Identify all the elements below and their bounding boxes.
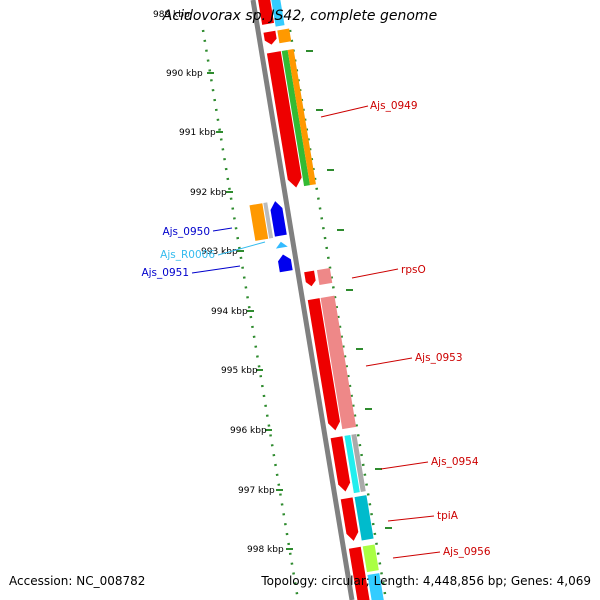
leader-line bbox=[351, 268, 399, 279]
leader-line bbox=[387, 515, 435, 522]
gene-feature-ajs-0954-cog bbox=[351, 433, 366, 492]
tick-label: 997 kbp bbox=[238, 486, 275, 496]
genome-backbone bbox=[250, 0, 355, 600]
gene-label-ajs-r0006[interactable]: Ajs_R0006 bbox=[160, 249, 215, 261]
gene-feature-ajs-0949-cog bbox=[281, 50, 311, 187]
leader-line bbox=[191, 265, 241, 274]
gene-feature bbox=[277, 28, 292, 44]
label-leaders bbox=[191, 105, 441, 559]
gene-feature-ajs-0950 bbox=[270, 201, 287, 237]
gene-feature bbox=[263, 30, 277, 45]
tick-label: 995 kbp bbox=[221, 366, 258, 376]
gene-feature bbox=[270, 0, 285, 27]
genome-summary-text: Topology: circular; Length: 4,448,856 bp… bbox=[261, 574, 591, 588]
tick-guide-right bbox=[288, 29, 388, 600]
tick-label: 990 kbp bbox=[166, 69, 203, 79]
gene-label-ajs-0954[interactable]: Ajs_0954 bbox=[431, 456, 479, 468]
gene-feature bbox=[257, 0, 275, 25]
gene-feature-ajs-r0006 bbox=[275, 241, 288, 249]
gene-feature-rpso bbox=[304, 270, 316, 287]
forward-strand-track bbox=[257, 0, 385, 600]
gene-labels: Ajs_0949 rpsO Ajs_0953 Ajs_0954 tpiA Ajs… bbox=[141, 100, 490, 558]
leader-line bbox=[212, 227, 233, 232]
gene-feature-ajs-0953-cog bbox=[320, 295, 357, 430]
gene-feature-ajs-0949-cog bbox=[287, 49, 316, 186]
gene-feature-ajs-0951 bbox=[278, 254, 293, 273]
gene-feature-ajs-0956-cog bbox=[367, 573, 385, 600]
gene-feature-ajs-0949 bbox=[266, 51, 302, 188]
tick-labels: 990 kbp 991 kbp 992 kbp 993 kbp 994 kbp … bbox=[166, 69, 284, 555]
gene-label-ajs-0953[interactable]: Ajs_0953 bbox=[415, 352, 463, 364]
gene-feature-ajs-0950-cog bbox=[249, 203, 269, 241]
gene-label-rpso[interactable]: rpsO bbox=[401, 264, 426, 276]
accession-text: Accession: NC_008782 bbox=[9, 574, 146, 588]
map-title: Acidovorax sp. JS42, complete genome bbox=[162, 8, 438, 24]
gene-label-ajs-0956[interactable]: Ajs_0956 bbox=[443, 546, 491, 558]
gene-label-tpia[interactable]: tpiA bbox=[437, 510, 459, 522]
leader-line bbox=[217, 241, 266, 256]
tick-label: 994 kbp bbox=[211, 307, 248, 317]
gene-feature-ajs-0954-cog bbox=[344, 434, 360, 494]
gene-label-ajs-0949[interactable]: Ajs_0949 bbox=[370, 100, 418, 112]
gene-feature-ajs-0953 bbox=[307, 298, 341, 431]
tick-label-989: 989 kbp bbox=[153, 10, 190, 20]
gene-feature-tpia bbox=[340, 497, 359, 541]
leader-line bbox=[365, 357, 413, 367]
gene-feature-rpso-cog bbox=[316, 268, 333, 285]
gene-feature-ajs-0956 bbox=[348, 546, 371, 600]
tick-label: 996 kbp bbox=[230, 426, 267, 436]
leader-line bbox=[380, 461, 429, 470]
gene-feature-tpia-cog bbox=[354, 495, 374, 541]
tick-label: 992 kbp bbox=[190, 188, 227, 198]
tick-label: 991 kbp bbox=[179, 128, 216, 138]
gene-label-ajs-0951[interactable]: Ajs_0951 bbox=[141, 267, 189, 279]
gene-feature-ajs-0956-cog bbox=[362, 544, 379, 573]
leader-line bbox=[392, 551, 441, 559]
leader-line bbox=[320, 105, 369, 118]
gene-label-ajs-0950[interactable]: Ajs_0950 bbox=[162, 226, 210, 238]
tick-label: 993 kbp bbox=[201, 247, 238, 257]
gene-feature-ajs-0954 bbox=[330, 436, 351, 492]
reverse-strand-track bbox=[249, 201, 293, 273]
tick-label: 998 kbp bbox=[247, 545, 284, 555]
gene-feature-ajs-0950-cog bbox=[263, 202, 274, 239]
tick-marks bbox=[207, 50, 392, 550]
tick-guide-left bbox=[201, 29, 300, 600]
